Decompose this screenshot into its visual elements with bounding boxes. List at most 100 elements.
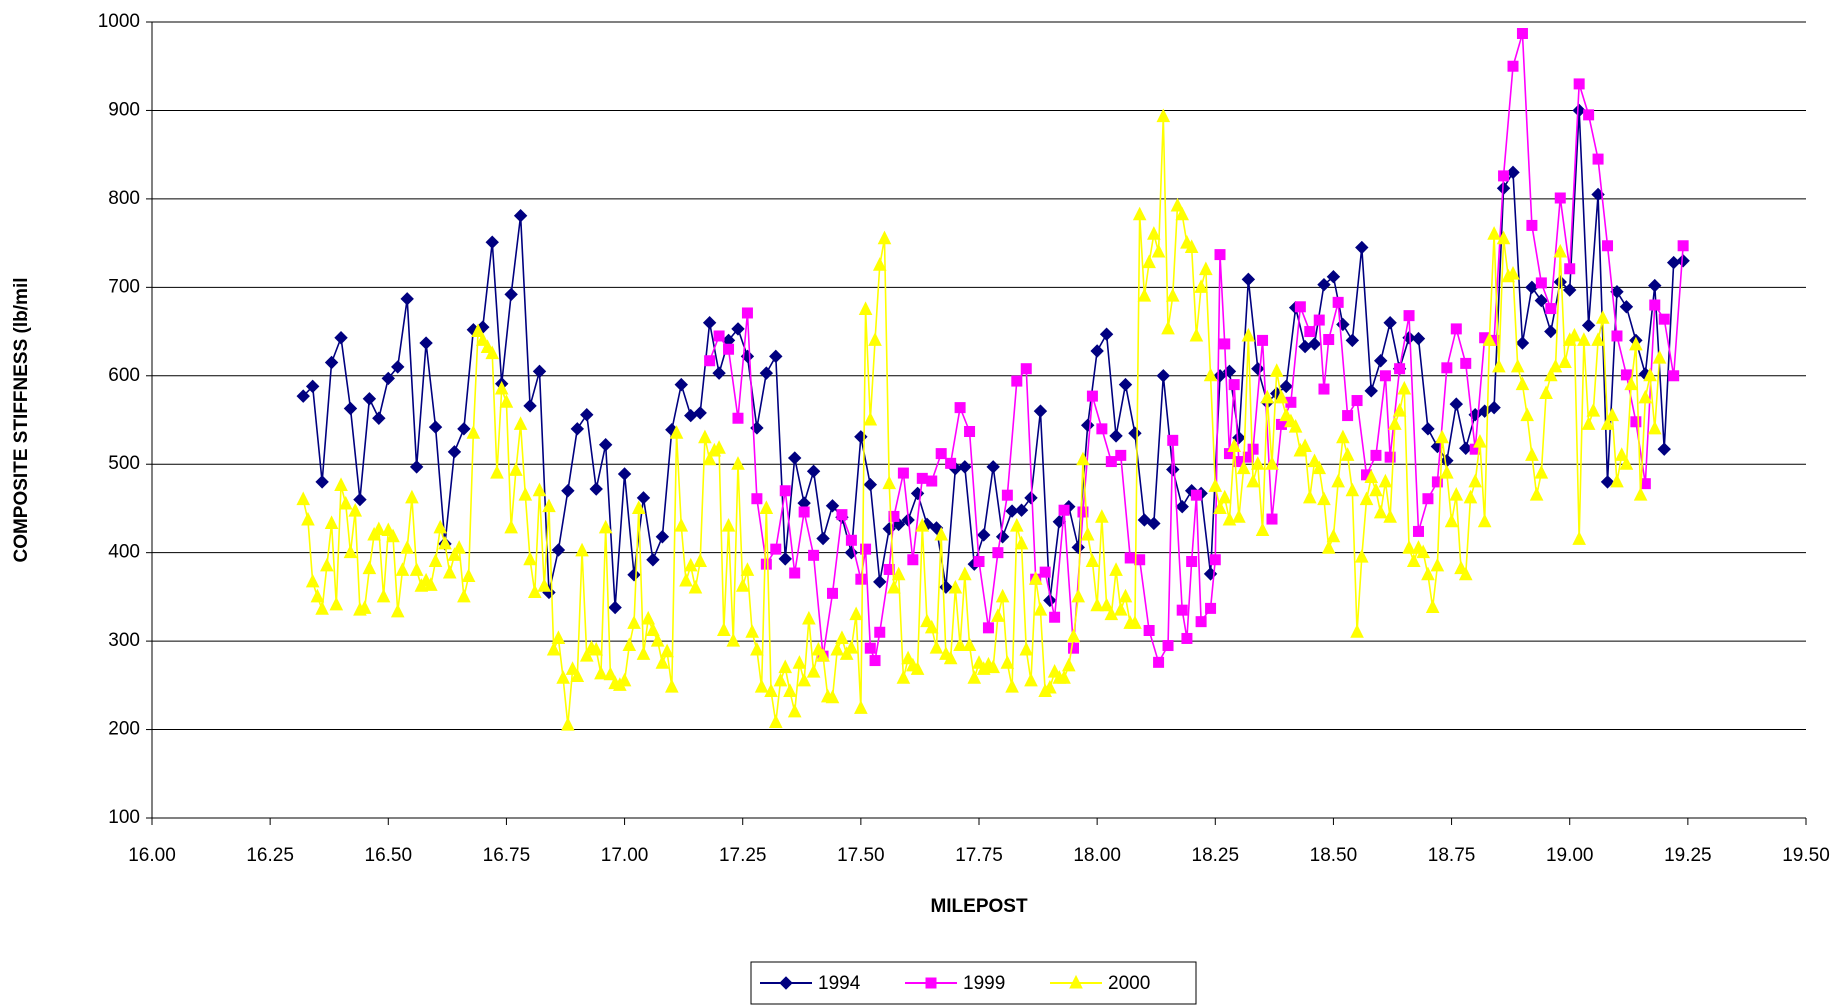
marker — [1394, 363, 1406, 375]
marker — [655, 655, 670, 669]
marker — [1421, 422, 1435, 436]
marker — [353, 492, 367, 507]
marker — [419, 336, 433, 350]
marker — [1115, 449, 1127, 461]
marker — [1460, 357, 1472, 369]
marker — [759, 500, 774, 514]
marker — [296, 389, 310, 403]
marker — [1024, 491, 1038, 505]
marker — [945, 457, 957, 469]
legend-label: 1999 — [963, 973, 1005, 994]
marker — [1137, 513, 1152, 527]
marker — [1406, 553, 1421, 568]
marker — [1227, 438, 1241, 453]
marker — [1274, 389, 1289, 404]
marker — [982, 622, 994, 634]
marker — [1354, 548, 1369, 563]
marker — [1189, 327, 1204, 342]
marker — [1014, 535, 1029, 550]
marker — [1307, 453, 1322, 468]
marker — [1473, 433, 1487, 448]
marker — [816, 531, 830, 546]
marker — [943, 650, 958, 665]
marker — [1109, 562, 1123, 576]
marker — [731, 456, 745, 470]
marker — [849, 606, 863, 621]
marker — [1421, 566, 1435, 581]
marker — [741, 307, 753, 319]
marker — [825, 499, 840, 513]
marker — [405, 489, 419, 504]
marker — [1629, 336, 1643, 351]
marker — [381, 371, 395, 386]
y-tick-label: 1000 — [98, 11, 140, 32]
marker — [808, 549, 820, 561]
y-tick-label: 200 — [108, 719, 140, 740]
marker — [1403, 310, 1415, 322]
marker — [1019, 641, 1034, 656]
marker — [683, 557, 698, 572]
marker — [1302, 489, 1317, 504]
marker — [343, 544, 358, 559]
marker — [1156, 369, 1171, 383]
marker — [1370, 449, 1382, 461]
marker — [684, 408, 698, 423]
marker — [556, 670, 570, 684]
marker — [457, 422, 471, 436]
marker — [627, 568, 641, 582]
marker — [1260, 389, 1275, 404]
marker — [702, 316, 717, 330]
marker — [1336, 317, 1350, 332]
marker — [513, 416, 528, 430]
series-line — [302, 116, 1661, 726]
x-tick-label: 16.25 — [246, 845, 294, 866]
marker — [1095, 509, 1109, 523]
marker — [1043, 679, 1057, 694]
marker — [1563, 283, 1577, 297]
marker — [1507, 60, 1519, 72]
marker — [1668, 370, 1680, 382]
marker — [1128, 615, 1142, 629]
marker — [855, 573, 867, 585]
marker — [1525, 447, 1539, 461]
marker — [986, 659, 1000, 674]
marker — [1595, 310, 1610, 324]
marker — [1355, 240, 1369, 255]
marker — [580, 407, 594, 422]
marker — [1099, 597, 1114, 612]
marker — [627, 615, 641, 629]
marker — [1383, 316, 1397, 330]
marker — [1510, 358, 1525, 373]
marker — [1068, 642, 1080, 654]
marker — [1440, 453, 1454, 468]
marker — [1449, 397, 1464, 411]
marker — [926, 475, 938, 487]
marker — [1572, 103, 1586, 118]
marker — [1228, 379, 1240, 391]
marker — [1203, 367, 1218, 382]
marker — [1214, 249, 1226, 261]
marker — [433, 519, 448, 534]
marker — [315, 475, 329, 489]
marker — [1369, 482, 1383, 497]
marker — [1257, 334, 1269, 346]
marker — [1132, 206, 1147, 221]
marker — [953, 637, 967, 652]
marker — [1118, 377, 1133, 392]
x-tick-label: 17.00 — [601, 845, 649, 866]
marker — [636, 646, 651, 660]
marker — [1165, 288, 1180, 302]
marker — [877, 230, 892, 245]
marker — [1209, 554, 1221, 566]
marker — [1213, 369, 1227, 383]
marker — [704, 355, 716, 367]
marker — [674, 377, 688, 392]
marker — [986, 460, 1000, 474]
marker — [1039, 566, 1051, 578]
marker — [1195, 616, 1207, 628]
marker — [825, 689, 840, 704]
marker — [490, 464, 504, 479]
marker — [1011, 375, 1023, 387]
marker — [1676, 254, 1690, 268]
marker — [1345, 333, 1360, 348]
